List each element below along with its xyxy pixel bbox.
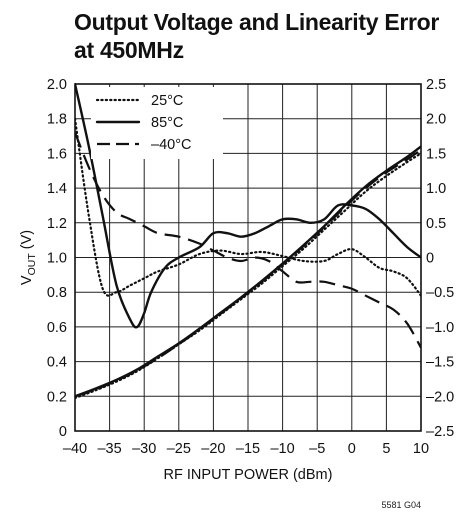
x-tick-label: 5: [382, 441, 390, 457]
y-axis-label: VOUT (V): [19, 230, 38, 285]
y-tick-label: 2.0: [47, 77, 67, 93]
legend-label: –40°C: [151, 137, 191, 153]
y2-tick-label: –2.5: [426, 424, 454, 440]
x-tick-label: –15: [236, 441, 260, 457]
y2-tick-label: –2.0: [426, 389, 454, 405]
y2-tick-label: –1.5: [426, 355, 454, 371]
plot-frame: [74, 83, 422, 432]
curves: [75, 83, 421, 400]
y-tick-label: 1.2: [47, 216, 67, 232]
chart-title: Output Voltage and Linearity Error at 45…: [74, 8, 464, 64]
figure-id: 5581 G04: [381, 500, 421, 510]
y2-tick-label: –1.0: [426, 320, 454, 336]
y-tick-label: 1.6: [47, 146, 67, 162]
y-tick-label: 0: [59, 424, 67, 440]
error-curve-solid: [75, 83, 421, 329]
x-tick-label: –40: [63, 441, 87, 457]
y-tick-label: 0.8: [47, 285, 67, 301]
y2-tick-label: 2.0: [426, 112, 446, 128]
y-axis-label-sub: OUT: [26, 253, 38, 276]
y-tick-label: 0.4: [47, 355, 67, 371]
legend: 25°C 85°C –40°C: [95, 93, 191, 153]
y-tick-label: 1.4: [47, 181, 67, 197]
legend-label: 25°C: [151, 93, 183, 109]
x-tick-label: 0: [348, 441, 356, 457]
x-tick-label: 10: [413, 441, 429, 457]
y2-tick-label: 2.5: [426, 77, 446, 93]
axes: –40 –35 –30 –25 –20 –15 –10 –5 0 5 10 0 0.2 0.4 0.6 0.8…: [47, 77, 454, 457]
y2-tick-label: 0.5: [426, 216, 446, 232]
x-tick-label: –10: [270, 441, 294, 457]
y-tick-label: 1.0: [47, 251, 67, 267]
y2-tick-label: 1.0: [426, 181, 446, 197]
y2-tick-label: –0.5: [426, 285, 454, 301]
x-tick-label: –5: [309, 441, 325, 457]
chart-title-line-2: at 450MHz: [74, 37, 184, 63]
y-tick-label: 0.2: [47, 389, 67, 405]
x-tick-label: –25: [167, 441, 191, 457]
y-axis-label-unit: (V): [19, 230, 35, 253]
x-tick-label: –30: [132, 441, 156, 457]
legend-label: 85°C: [151, 115, 183, 131]
x-axis-label: RF INPUT POWER (dBm): [164, 467, 333, 483]
y2-tick-label: 1.5: [426, 146, 446, 162]
x-tick-label: –20: [201, 441, 225, 457]
x-tick-label: –35: [97, 441, 121, 457]
chart-title-line-1: Output Voltage and Linearity Error: [74, 9, 440, 35]
y-tick-label: 1.8: [47, 112, 67, 128]
y2-tick-label: 0: [426, 251, 434, 267]
y-tick-label: 0.6: [47, 320, 67, 336]
error-curve-dashed: [75, 132, 421, 349]
y-axis-label-main: V: [19, 275, 35, 285]
vout-curve-dashed: [75, 149, 421, 398]
